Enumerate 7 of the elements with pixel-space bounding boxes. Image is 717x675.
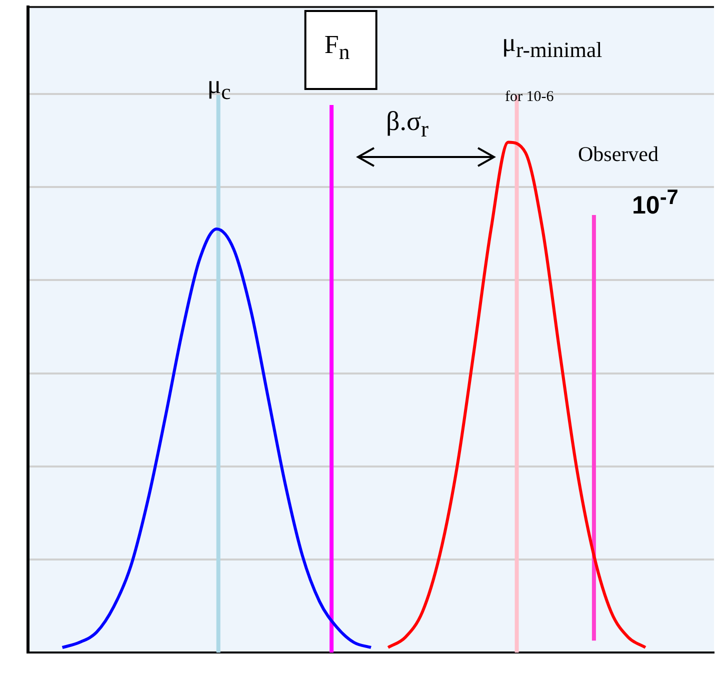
text: for 10-6 [505, 89, 554, 105]
annotation: 10$^{-7}$ [632, 186, 678, 220]
text: μ$_{c}$ [207, 70, 231, 104]
text: μ$_{r-minimal}$ [502, 28, 602, 62]
text: β.σ$_{r}$ [386, 106, 429, 142]
text: F$_{n}$ [304, 10, 378, 90]
annotation: Observed [578, 142, 658, 166]
